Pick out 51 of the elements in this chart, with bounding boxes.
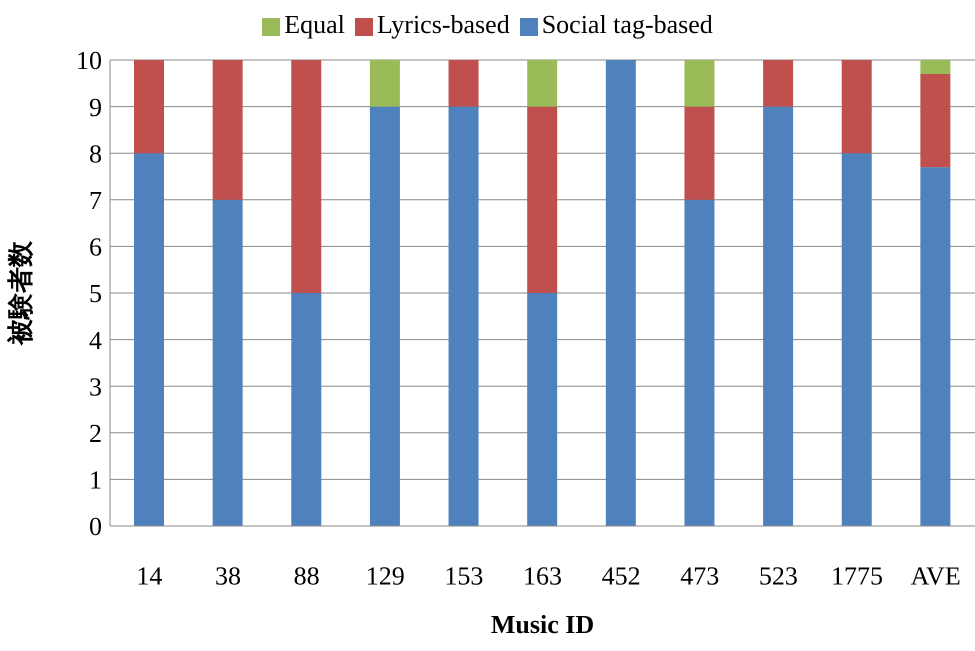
bar <box>527 106 558 293</box>
bar <box>370 60 400 107</box>
bar <box>448 106 479 526</box>
x-tick-label: 1775 <box>831 561 884 590</box>
bar <box>527 60 558 107</box>
bar <box>212 200 243 526</box>
x-tick-label: 473 <box>680 561 720 590</box>
y-tick-label: 5 <box>89 279 102 308</box>
x-tick-label: 163 <box>523 561 562 590</box>
legend-label: Lyrics-based <box>376 10 510 39</box>
bar <box>763 106 794 526</box>
x-tick-label: 452 <box>602 561 641 590</box>
bar <box>684 60 714 107</box>
bar <box>370 106 400 526</box>
bar <box>842 153 872 526</box>
y-tick-label: 0 <box>89 512 102 542</box>
y-tick-label: 1 <box>89 466 102 495</box>
bar <box>134 153 164 526</box>
x-tick-label: 523 <box>758 561 798 590</box>
bar <box>291 60 322 293</box>
legend-label: Social tag-based <box>542 10 713 39</box>
y-tick-label: 9 <box>89 92 102 122</box>
bar <box>920 167 950 526</box>
bar <box>684 200 714 526</box>
bar <box>763 60 794 107</box>
x-tick-label: 88 <box>294 561 320 590</box>
y-tick-label: 10 <box>76 46 102 76</box>
bar <box>291 293 322 526</box>
bar <box>920 60 950 74</box>
y-tick-label: 4 <box>89 326 102 355</box>
x-tick-label: AVE <box>910 561 961 590</box>
x-tick-label: 153 <box>444 561 484 590</box>
y-tick-label: 6 <box>89 232 102 262</box>
x-tick-label: 14 <box>136 561 162 590</box>
bar <box>684 106 714 200</box>
bar <box>606 60 636 526</box>
y-tick-label: 3 <box>89 372 102 402</box>
legend-label: Equal <box>284 10 345 39</box>
x-tick-label: 129 <box>366 561 405 590</box>
bar <box>134 60 164 154</box>
y-tick-label: 8 <box>89 139 102 168</box>
x-axis-title: Music ID <box>490 610 594 639</box>
y-tick-label: 7 <box>89 186 102 216</box>
bar <box>842 60 872 154</box>
x-tick-label: 38 <box>214 561 241 590</box>
y-axis-title: 被験者数 <box>6 240 36 346</box>
bar <box>527 293 558 526</box>
y-tick-label: 2 <box>89 419 102 448</box>
bar <box>920 74 950 168</box>
bar <box>448 60 479 107</box>
bar <box>212 60 243 200</box>
